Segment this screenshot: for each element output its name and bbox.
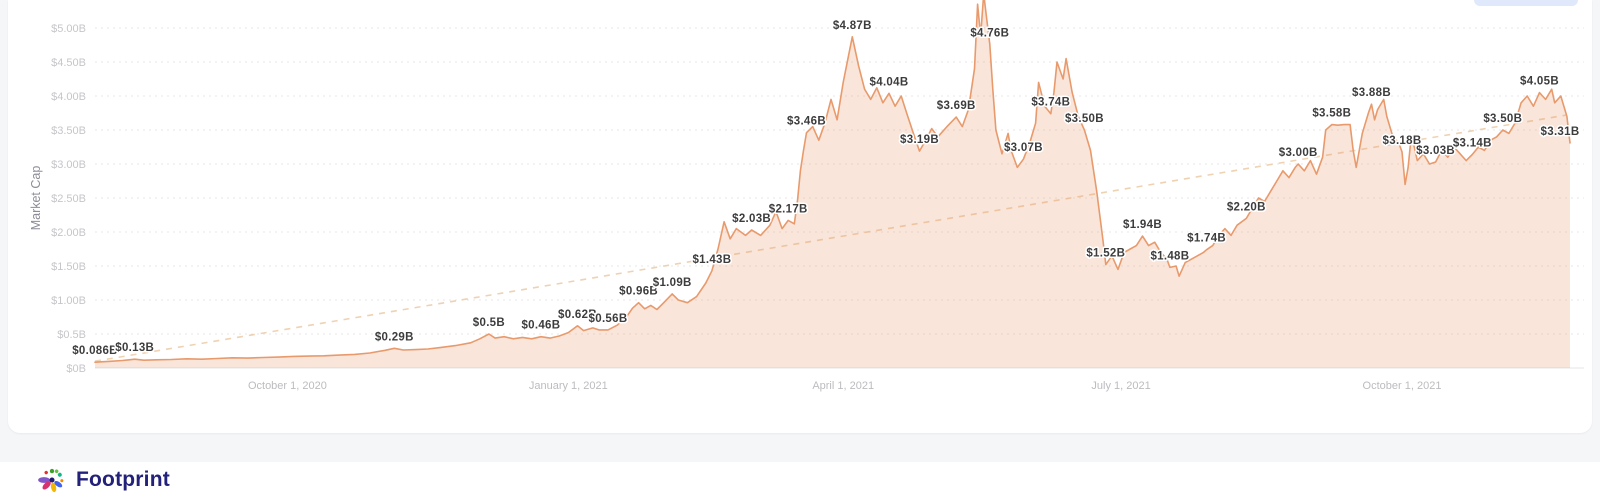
data-label: $3.50B — [1483, 113, 1522, 125]
footprint-logo-text: Footprint — [76, 468, 170, 491]
data-label: $2.17B — [769, 203, 808, 215]
x-tick-label: January 1, 2021 — [529, 380, 608, 392]
data-label: $3.00B — [1279, 147, 1318, 159]
chart-card: $0B $0.5B $1.00B $1.50B $2.00B $2.50B $3.00B $3… — [8, 0, 1592, 433]
trend-line — [94, 114, 1568, 362]
y-tick-label: $3.50B — [51, 125, 86, 137]
data-label: $0.086B — [72, 345, 118, 357]
data-label: $0.56B — [589, 313, 628, 325]
data-label: $1.52B — [1086, 248, 1125, 260]
data-label: $3.74B — [1031, 97, 1070, 109]
data-label: $3.19B — [900, 134, 939, 146]
data-label: $0.96B — [619, 286, 658, 298]
data-label: $2.20B — [1227, 201, 1266, 213]
data-label: $3.14B — [1453, 138, 1492, 150]
market-cap-chart[interactable]: $0B $0.5B $1.00B $1.50B $2.00B $2.50B $3.00B $3… — [8, 0, 1592, 433]
data-label: $3.18B — [1383, 135, 1422, 147]
y-tick-label: $5.00B — [51, 23, 86, 35]
page-footer: Footprint — [0, 462, 1600, 498]
series-area — [95, 0, 1570, 368]
data-label: $4.76B — [970, 27, 1009, 39]
footprint-logo-icon — [38, 468, 64, 493]
data-label: $4.87B — [833, 20, 872, 32]
x-tick-label: July 1, 2021 — [1091, 380, 1150, 392]
data-label: $1.94B — [1123, 219, 1162, 231]
data-label: $3.03B — [1416, 145, 1455, 157]
y-tick-label: $1.00B — [51, 295, 86, 307]
data-label: $1.74B — [1187, 233, 1226, 245]
x-tick-label: October 1, 2020 — [248, 380, 327, 392]
data-label: $0.5B — [473, 317, 505, 329]
data-label: $1.09B — [653, 277, 692, 289]
data-label: $0.62B — [558, 309, 597, 321]
data-label: $3.46B — [787, 116, 826, 128]
x-tick-label: April 1, 2021 — [812, 380, 874, 392]
x-tick-label: October 1, 2021 — [1363, 380, 1442, 392]
data-label: $3.50B — [1065, 113, 1104, 125]
data-label: $3.88B — [1352, 87, 1391, 99]
y-tick-label: $2.00B — [51, 227, 86, 239]
footprint-brand[interactable]: Footprint — [36, 464, 170, 496]
data-label: $4.04B — [870, 76, 909, 88]
y-axis-title: Market Cap — [29, 166, 43, 231]
cropped-toolbar-button[interactable] — [1474, 0, 1578, 6]
y-tick-label: $1.50B — [51, 261, 86, 273]
series-line — [94, 0, 1571, 363]
data-label: $1.48B — [1150, 250, 1189, 262]
data-label: $3.31B — [1541, 126, 1580, 138]
y-tick-label: $2.50B — [51, 193, 86, 205]
data-label: $4.05B — [1520, 76, 1559, 88]
y-tick-label: $0B — [66, 363, 86, 375]
data-label: $0.29B — [375, 331, 414, 343]
data-label: $2.03B — [732, 213, 771, 225]
y-tick-label: $4.50B — [51, 57, 86, 69]
data-label: $1.43B — [692, 254, 731, 266]
y-tick-label: $3.00B — [51, 159, 86, 171]
y-tick-label: $0.5B — [57, 329, 86, 341]
data-label: $0.46B — [521, 320, 560, 332]
data-label: $3.58B — [1312, 108, 1351, 120]
data-label: $3.69B — [937, 100, 976, 112]
data-label: $3.07B — [1004, 142, 1043, 154]
y-tick-label: $4.00B — [51, 91, 86, 103]
data-label: $0.13B — [115, 342, 154, 354]
